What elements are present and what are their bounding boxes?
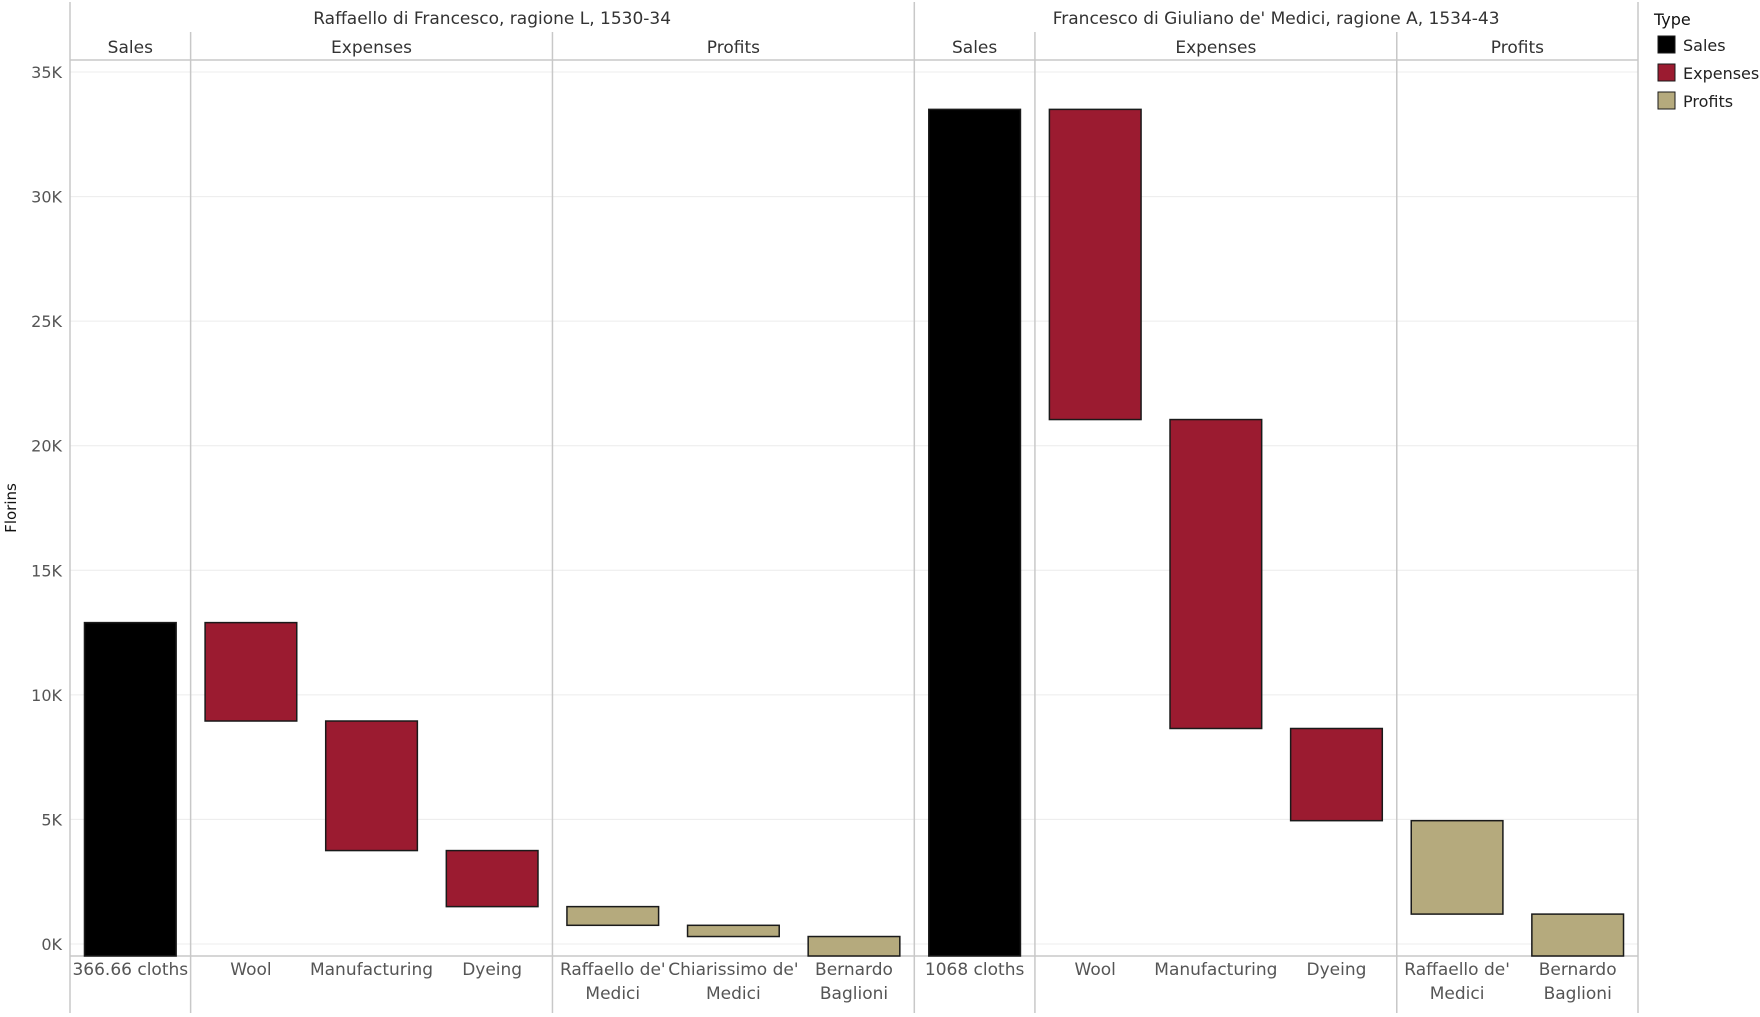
legend-swatch — [1657, 91, 1676, 110]
y-axis-title: Florins — [2, 483, 20, 533]
x-category-label: Manufacturing — [1154, 960, 1277, 980]
panel-title: Francesco di Giuliano de' Medici, ragion… — [1053, 9, 1500, 29]
legend-label: Sales — [1683, 36, 1726, 55]
x-category-label: Dyeing — [462, 960, 522, 980]
y-tick-label: 15K — [31, 561, 62, 580]
group-header: Profits — [1491, 38, 1544, 58]
bar-profits — [1531, 913, 1625, 957]
legend-swatch — [1657, 35, 1676, 54]
bar-sales — [928, 108, 1022, 957]
group-header: Profits — [707, 38, 760, 58]
legend-swatch — [1657, 63, 1676, 82]
bar-profits — [807, 935, 901, 957]
y-tick-label: 35K — [31, 63, 62, 82]
x-category-label: 1068 cloths — [925, 960, 1025, 980]
x-category-label: Bernardo Baglioni — [815, 960, 893, 1004]
bar-expenses — [204, 621, 298, 722]
x-category-label: Raffaello de' Medici — [1404, 960, 1510, 1004]
legend-label: Profits — [1683, 92, 1733, 111]
y-tick-label: 0K — [41, 935, 62, 954]
bar-expenses — [1169, 418, 1263, 730]
group-header: Sales — [952, 38, 997, 58]
bar-expenses — [445, 849, 539, 908]
y-tick-label: 10K — [31, 686, 62, 705]
y-tick-label: 5K — [41, 810, 62, 829]
legend: Type Sales Expenses Profits — [1653, 10, 1759, 111]
legend-title: Type — [1653, 10, 1691, 29]
bar-sales — [83, 621, 177, 957]
x-category-label: Wool — [230, 960, 271, 980]
y-tick-label: 25K — [31, 312, 62, 331]
y-tick-label: 20K — [31, 437, 62, 456]
bar-expenses — [324, 720, 419, 852]
bar-profits — [1410, 819, 1504, 915]
y-tick-label: 30K — [31, 188, 62, 207]
bar-profits — [686, 924, 780, 938]
x-category-label: Chiarissimo de' Medici — [668, 960, 798, 1004]
panel-title: Raffaello di Francesco, ragione L, 1530-… — [313, 9, 671, 29]
x-category-label: 366.66 cloths — [72, 960, 188, 980]
bar-expenses — [1048, 108, 1142, 421]
group-header: Sales — [108, 38, 153, 58]
x-category-label: Bernardo Baglioni — [1539, 960, 1617, 1004]
x-category-label: Manufacturing — [310, 960, 433, 980]
group-header: Expenses — [1175, 38, 1256, 58]
bar-expenses — [1289, 727, 1384, 822]
x-category-label: Raffaello de' Medici — [560, 960, 666, 1004]
x-category-label: Wool — [1075, 960, 1116, 980]
x-category-label: Dyeing — [1307, 960, 1367, 980]
group-header: Expenses — [331, 38, 412, 58]
legend-label: Expenses — [1683, 64, 1759, 83]
bar-profits — [566, 905, 660, 927]
